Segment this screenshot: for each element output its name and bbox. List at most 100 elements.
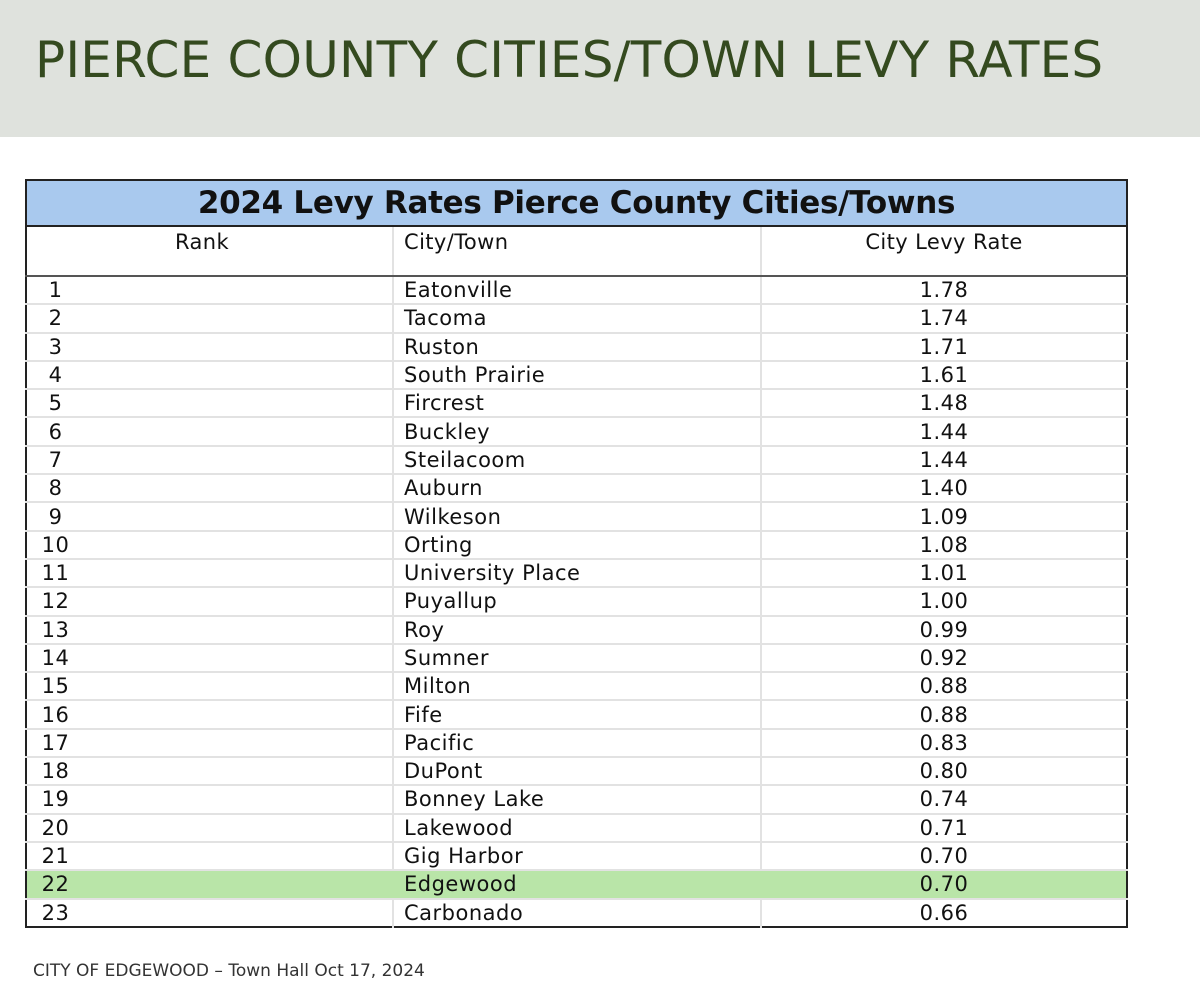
rank-cell: 5 [26,389,394,419]
table-row: 15 Milton 0.88 [26,672,1128,702]
city-cell: Pacific [393,728,762,759]
table-row: 13 Roy 0.99 [26,615,1128,645]
rank-cell: 18 [26,757,394,787]
levy-rates-table: 2024 Levy Rates Pierce County Cities/Tow… [25,179,1129,928]
levy-rate-cell: 0.80 [761,757,1128,787]
rank-cell: 12 [26,587,394,617]
rank-cell: 14 [26,643,394,674]
table-row-highlighted: 22 Edgewood 0.70 [26,870,1128,900]
rank-cell: 9 [26,502,394,532]
table-row: 10 Orting 1.08 [26,530,1128,560]
city-cell: Milton [393,672,762,702]
rank-cell: 21 [26,841,394,872]
levy-rate-cell: 1.71 [761,332,1128,362]
levy-rate-cell: 1.44 [761,445,1128,476]
city-cell: Edgewood [393,870,762,900]
rank-cell: 16 [26,700,394,730]
levy-rate-cell: 1.08 [761,530,1128,560]
rank-cell: 23 [26,898,394,927]
table-row: 1 Eatonville 1.78 [26,276,1128,306]
rank-cell: 1 [26,276,394,306]
levy-rate-cell: 0.88 [761,672,1128,702]
levy-rate-cell: 1.44 [761,417,1128,447]
levy-rate-cell: 0.74 [761,785,1128,815]
table-row: 17 Pacific 0.83 [26,728,1128,759]
levy-rate-cell: 1.09 [761,502,1128,532]
rank-cell: 22 [26,870,394,900]
city-cell: Fircrest [393,389,762,419]
levy-rate-cell: 1.78 [761,276,1128,306]
city-cell: Lakewood [393,813,762,843]
table-row: 20 Lakewood 0.71 [26,813,1128,843]
city-cell: Orting [393,530,762,560]
levy-rate-cell: 1.61 [761,360,1128,391]
table-body: 1 Eatonville 1.78 2 Tacoma 1.74 3 Ruston 1.71 4 So… [26,276,1128,927]
rank-cell: 7 [26,445,394,476]
table-row: 18 DuPont 0.80 [26,757,1128,787]
table-row: 3 Ruston 1.71 [26,332,1128,362]
rank-cell: 15 [26,672,394,702]
table-row: 7 Steilacoom 1.44 [26,445,1128,476]
city-cell: Tacoma [393,304,762,334]
levy-rate-cell: 0.70 [761,870,1128,900]
city-cell: Buckley [393,417,762,447]
levy-rate-cell: 1.40 [761,474,1128,504]
rank-cell: 20 [26,813,394,843]
city-cell: Wilkeson [393,502,762,532]
table-row: 16 Fife 0.88 [26,700,1128,730]
rank-cell: 2 [26,304,394,334]
title-band: PIERCE COUNTY CITIES/TOWN LEVY RATES [0,0,1200,137]
table-row: 9 Wilkeson 1.09 [26,502,1128,532]
levy-rate-cell: 0.66 [919,900,969,925]
city-cell: Ruston [393,332,762,362]
table-caption-row: 2024 Levy Rates Pierce County Cities/Tow… [26,180,1128,227]
column-header-levy-rate: City Levy Rate [761,226,1128,277]
city-cell: Bonney Lake [393,785,762,815]
city-cell: Roy [393,615,762,645]
city-cell: Eatonville [393,276,762,306]
city-cell: Carbonado [393,898,762,927]
slide-footer: CITY OF EDGEWOOD – Town Hall Oct 17, 202… [33,961,425,981]
table-row: 2 Tacoma 1.74 [26,304,1128,334]
rank-cell: 10 [26,530,394,560]
table-row: 5 Fircrest 1.48 [26,389,1128,419]
city-cell: University Place [393,558,762,589]
column-header-rank: Rank [26,226,394,277]
table-row: 19 Bonney Lake 0.74 [26,785,1128,815]
rank-cell: 19 [26,785,394,815]
table-row: 4 South Prairie 1.61 [26,360,1128,391]
levy-rate-cell: 1.00 [761,587,1128,617]
table-row: 11 University Place 1.01 [26,558,1128,589]
levy-rate-cell: 1.74 [761,304,1128,334]
table-row: 14 Sumner 0.92 [26,643,1128,674]
city-cell: Fife [393,700,762,730]
rank-cell: 8 [26,474,394,504]
city-cell: DuPont [393,757,762,787]
levy-rate-cell: 1.01 [761,558,1128,589]
rank-cell: 3 [26,332,394,362]
table-row: 6 Buckley 1.44 [26,417,1128,447]
slide-title: PIERCE COUNTY CITIES/TOWN LEVY RATES [35,31,1104,89]
city-cell: Puyallup [393,587,762,617]
table-row: 23 Carbonado 0.66 [26,898,1127,927]
levy-rate-cell: 0.71 [761,813,1128,843]
table-row: 21 Gig Harbor 0.70 [26,841,1128,872]
city-cell: Sumner [393,643,762,674]
column-header-city: City/Town [393,226,762,277]
city-cell: Gig Harbor [393,841,762,872]
table-row: 12 Puyallup 1.00 [26,587,1128,617]
levy-rate-cell: 0.99 [761,615,1128,645]
city-cell: South Prairie [393,360,762,391]
city-cell: Auburn [393,474,762,504]
levy-rate-cell: 0.83 [761,728,1128,759]
rank-cell: 17 [26,728,394,759]
rank-cell: 4 [26,360,394,391]
levy-rate-cell: 1.48 [761,389,1128,419]
table-row: 8 Auburn 1.40 [26,474,1128,504]
levy-rate-cell: 0.92 [761,643,1128,674]
rank-cell: 13 [26,615,394,645]
rank-cell: 6 [26,417,394,447]
rank-cell: 11 [26,558,394,589]
levy-rate-cell: 0.70 [761,841,1128,872]
city-cell: Steilacoom [393,445,762,476]
